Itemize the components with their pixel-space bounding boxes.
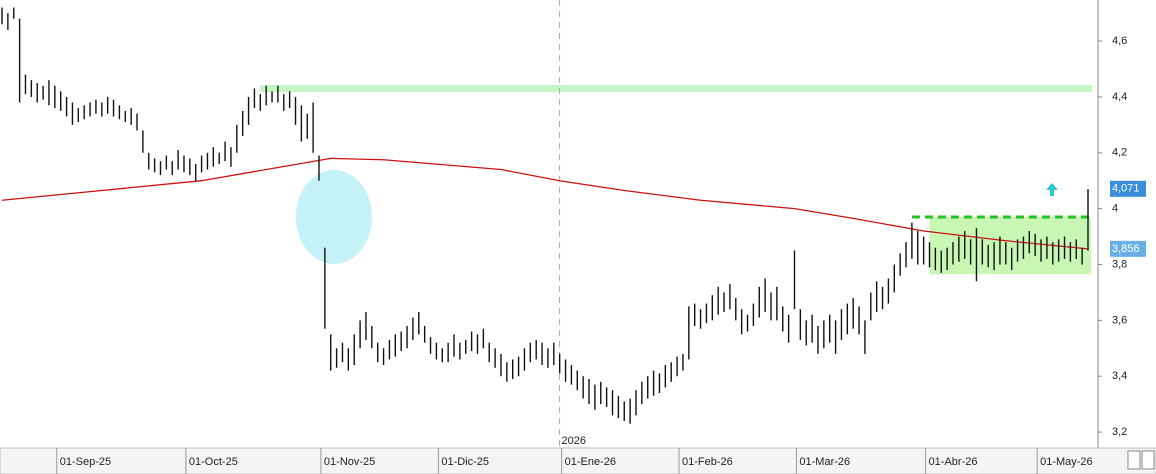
- price-marker: [1110, 180, 1146, 197]
- y-tick-label: 4,4: [1112, 91, 1127, 103]
- x-tick-label: 01-Mar-26: [799, 456, 850, 468]
- highlight-ellipse: [296, 170, 372, 264]
- x-axis-strip: [0, 447, 1156, 474]
- annotations: [296, 170, 372, 264]
- x-tick-label: 01-Sep-25: [60, 456, 111, 468]
- y-tick-label: 4: [1112, 203, 1118, 215]
- y-tick-label: 3,2: [1112, 426, 1127, 438]
- x-tick-label: 01-Dic-25: [441, 456, 489, 468]
- resistance-band: [260, 85, 1093, 93]
- y-tick-label: 4,2: [1112, 147, 1127, 159]
- x-tick-label: 01-Abr-26: [929, 456, 978, 468]
- price-marker-label: 4,071: [1112, 183, 1140, 195]
- price-marker-label: 3,856: [1112, 243, 1140, 255]
- x-tick-label: 01-Feb-26: [682, 456, 733, 468]
- y-tick-label: 4,6: [1112, 35, 1127, 47]
- y-tick-label: 3,6: [1112, 314, 1127, 326]
- x-tick-label: 01-Oct-25: [189, 456, 238, 468]
- up-arrow: [1046, 183, 1058, 196]
- axes: 2026 3,2 3,4 3,6 3,8 4 4,2 4,4 4,6 4,071 3,856 01-S…: [56, 35, 1146, 474]
- year-label: 2026: [562, 435, 586, 447]
- scroll-button[interactable]: [1141, 450, 1155, 470]
- y-tick-label: 3,4: [1112, 370, 1127, 382]
- x-tick-label: 01-Nov-25: [324, 456, 375, 468]
- support-zone: [929, 217, 1091, 275]
- y-tick-label: 3,8: [1112, 258, 1127, 270]
- price-marker: [1110, 240, 1146, 257]
- scroll-button[interactable]: [1127, 450, 1141, 470]
- plot: [1, 0, 1093, 474]
- x-tick-label: 01-May-26: [1040, 456, 1093, 468]
- x-tick-label: 01-Ene-26: [565, 456, 616, 468]
